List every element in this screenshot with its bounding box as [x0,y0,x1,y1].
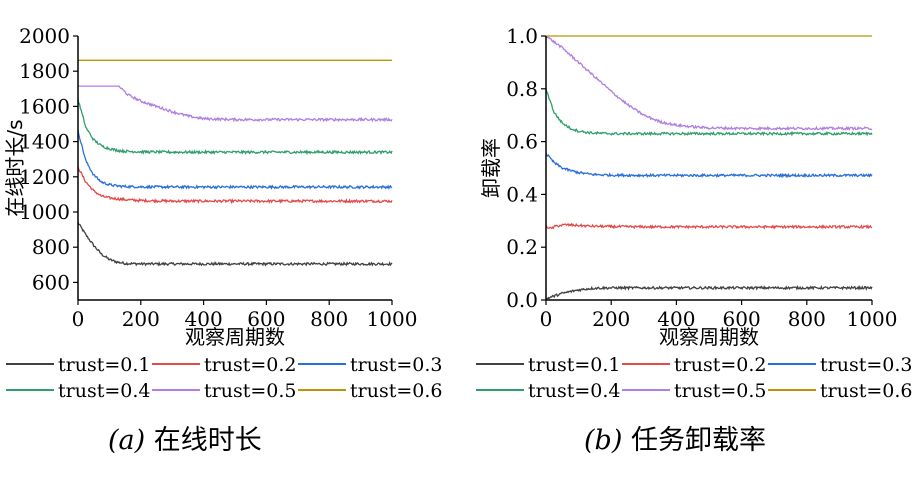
y-tick-label: 0.0 [506,288,538,312]
legend-label: trust=0.2 [674,354,766,376]
caption-b: (b) 任务卸载率 [584,418,766,457]
x-tick-label: 800 [310,307,348,331]
x-tick-label: 0 [72,307,85,331]
legend-label: trust=0.5 [204,380,296,402]
legend-item: trust=0.3 [768,354,912,376]
legend-item: trust=0.5 [622,380,766,402]
legend-item: trust=0.6 [298,380,442,402]
legend-item: trust=0.6 [768,380,912,402]
series-line-trust-0.1 [546,287,872,299]
x-axis-label: 观察周期数 [185,325,285,349]
legend-label: trust=0.3 [820,354,912,376]
series-line-trust-0.5 [546,37,872,130]
y-tick-label: 600 [32,270,70,294]
y-tick-label: 800 [32,235,70,259]
series-line-trust-0.2 [78,166,392,202]
series-line-trust-0.1 [78,222,392,265]
caption-a-label: (a) [108,425,145,456]
y-tick-label: 2000 [19,24,70,48]
x-tick-label: 200 [122,307,160,331]
caption-a: (a) 在线时长 [108,418,262,457]
legend-label: trust=0.2 [204,354,296,376]
legend-item: trust=0.1 [476,354,620,376]
caption-b-label: (b) [584,425,622,456]
caption-b-text: 任务卸载率 [631,425,766,456]
legend-label: trust=0.4 [528,380,620,402]
legend-label: trust=0.6 [350,380,442,402]
legend-item: trust=0.2 [622,354,766,376]
legend-item: trust=0.2 [152,354,296,376]
legend-label: trust=0.1 [58,354,150,376]
legend-label: trust=0.6 [820,380,912,402]
chart-panel-b: 0 200 400 600 800 10000.00.20.40.60.81.0观察周期数… [476,24,912,402]
legend-item: trust=0.5 [152,380,296,402]
y-tick-label: 0.2 [506,235,538,259]
legend-item: trust=0.4 [6,380,150,402]
legend: trust=0.1 trust=0.2 trust=0.3 trust=0.4 trus… [6,354,442,402]
legend-item: trust=0.3 [298,354,442,376]
chart-panel-a: 0 200 400 600 800 100060080010001200140016001… [3,24,442,402]
series-line-trust-0.3 [78,130,392,188]
y-tick-label: 1600 [19,94,70,118]
legend-label: trust=0.4 [58,380,150,402]
y-axis-label: 在线时长/s [3,119,27,216]
caption-a-text: 在线时长 [154,425,262,456]
x-tick-label: 0 [540,307,553,331]
series-line-trust-0.5 [78,86,392,121]
y-axis-label: 卸载率 [479,138,503,198]
x-tick-label: 800 [788,307,826,331]
y-tick-label: 0.4 [506,182,538,206]
y-tick-label: 1800 [19,59,70,83]
legend-item: trust=0.1 [6,354,150,376]
x-tick-label: 1000 [367,307,418,331]
y-tick-label: 0.8 [506,77,538,101]
y-tick-label: 1.0 [506,24,538,48]
legend: trust=0.1 trust=0.2 trust=0.3 trust=0.4 trus… [476,354,912,402]
legend-label: trust=0.3 [350,354,442,376]
y-tick-label: 0.6 [506,130,538,154]
x-tick-label: 1000 [847,307,898,331]
x-tick-label: 200 [592,307,630,331]
series-line-trust-0.2 [546,224,872,228]
legend-item: trust=0.4 [476,380,620,402]
legend-label: trust=0.5 [674,380,766,402]
series-line-trust-0.3 [546,153,872,176]
series-line-trust-0.4 [78,99,392,153]
legend-label: trust=0.1 [528,354,620,376]
figure: 0 200 400 600 800 100060080010001200140016001… [0,0,914,483]
x-axis-label: 观察周期数 [659,325,759,349]
